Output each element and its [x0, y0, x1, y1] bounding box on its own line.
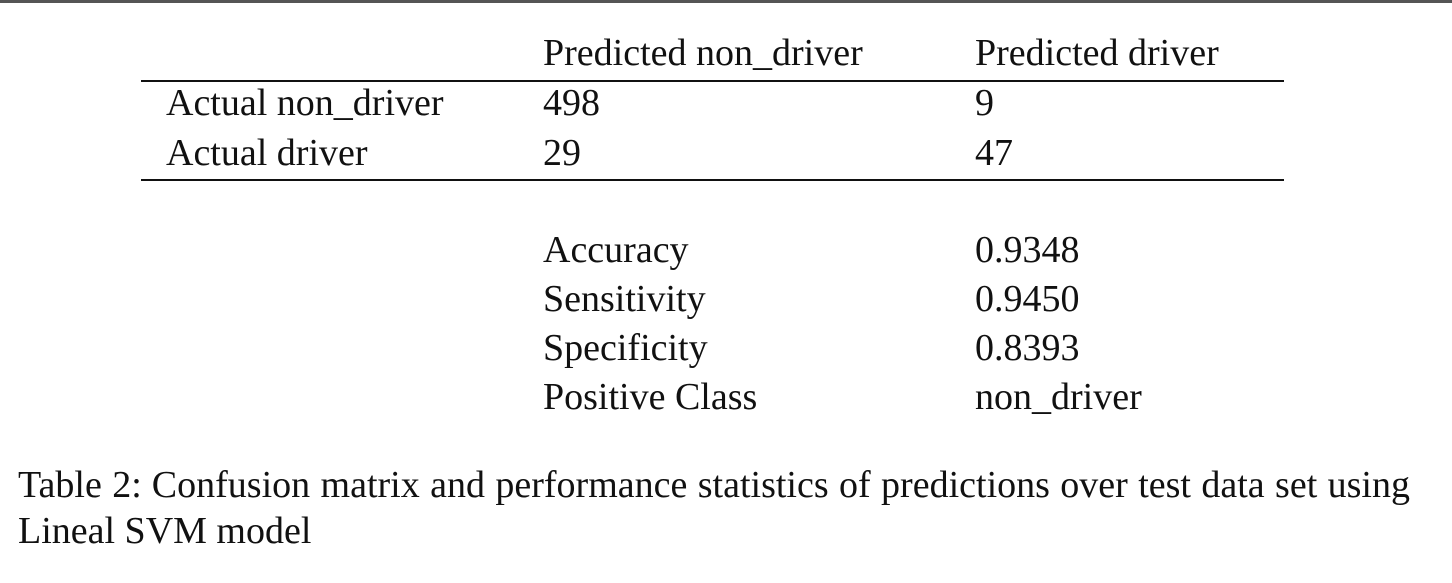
- stat-value-sensitivity: 0.9450: [975, 278, 1080, 320]
- table-mid-rule: [141, 80, 1284, 82]
- cell-actual-driver-predicted-non-driver: 29: [543, 132, 581, 174]
- cell-actual-non-driver-predicted-driver: 9: [975, 82, 994, 124]
- table-caption: Table 2: Confusion matrix and performance…: [18, 462, 1410, 554]
- row-label-actual-non-driver: Actual non_driver: [166, 82, 444, 124]
- caption-label: Table 2:: [18, 464, 142, 506]
- confusion-matrix-table: Predicted non_driver Predicted driver Ac…: [141, 32, 1284, 418]
- stat-value-positive-class: non_driver: [975, 376, 1142, 418]
- stat-value-accuracy: 0.9348: [975, 229, 1080, 271]
- row-label-actual-driver: Actual driver: [166, 132, 368, 174]
- cell-actual-driver-predicted-driver: 47: [975, 132, 1013, 174]
- page-top-border: [0, 0, 1452, 3]
- stat-label-sensitivity: Sensitivity: [543, 278, 706, 320]
- cell-actual-non-driver-predicted-non-driver: 498: [543, 82, 600, 124]
- stat-value-specificity: 0.8393: [975, 327, 1080, 369]
- stat-label-positive-class: Positive Class: [543, 376, 758, 418]
- stat-label-specificity: Specificity: [543, 327, 708, 369]
- stat-label-accuracy: Accuracy: [543, 229, 689, 271]
- header-predicted-non-driver: Predicted non_driver: [543, 32, 863, 74]
- table-bottom-rule: [141, 179, 1284, 181]
- header-predicted-driver: Predicted driver: [975, 32, 1219, 74]
- caption-text: Confusion matrix and performance statist…: [18, 464, 1410, 552]
